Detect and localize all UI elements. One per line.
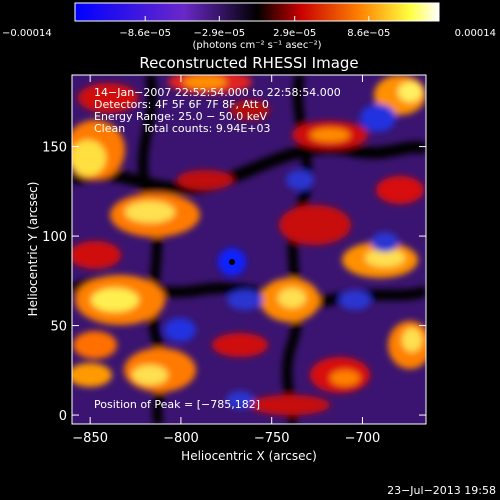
colorbar-tick-label: 2.9e−05 xyxy=(273,28,316,39)
x-axis-ticks: −850 −800 −750 −700 xyxy=(72,75,380,446)
peak-position-label: Position of Peak = [−785,182] xyxy=(94,398,260,411)
y-tick-label: 100 xyxy=(42,230,67,245)
colorbar-tick-label: 8.6e−05 xyxy=(347,28,390,39)
plot-frame xyxy=(71,74,427,425)
y-tick-label: 150 xyxy=(42,141,67,156)
minimum-marker xyxy=(229,259,235,265)
heatmap-image xyxy=(72,75,426,424)
y-axis-label: Heliocentric Y (arcsec) xyxy=(26,182,40,317)
y-axis-ticks: 0 50 100 150 xyxy=(42,141,426,424)
colorbar-tick-labels: −0.00014 −8.6e−05 −2.9e−05 2.9e−05 8.6e−05 0.… xyxy=(2,28,496,39)
info-line-energy: Energy Range: 25.0 − 50.0 keV xyxy=(94,110,268,123)
x-tick-label: −700 xyxy=(345,431,381,446)
colorbar-units: (photons cm⁻² s⁻¹ asec⁻²) xyxy=(192,40,321,51)
info-block: 14−Jan−2007 22:52:54.000 to 22:58:54.000… xyxy=(94,86,341,135)
footer-date: 23−Jul−2013 19:58 xyxy=(387,484,496,497)
colorbar-ticks xyxy=(74,16,440,21)
x-tick-label: −800 xyxy=(163,431,199,446)
colorbar-tick-label: −2.9e−05 xyxy=(194,28,246,39)
colorbar xyxy=(74,2,440,22)
y-tick-label: 50 xyxy=(50,320,67,335)
info-line-time: 14−Jan−2007 22:52:54.000 to 22:58:54.000 xyxy=(94,86,341,99)
colorbar-tick-label: −0.00014 xyxy=(2,28,52,39)
info-line-detectors: Detectors: 4F 5F 6F 7F 8F, Att 0 xyxy=(94,98,269,111)
colorbar-tick-label: 0.00014 xyxy=(455,28,496,39)
chart-title: Reconstructed RHESSI Image xyxy=(139,54,358,72)
x-tick-label: −750 xyxy=(254,431,290,446)
x-tick-label: −850 xyxy=(72,431,108,446)
colorbar-tick-label: −8.6e−05 xyxy=(119,28,171,39)
x-axis-label: Heliocentric X (arcsec) xyxy=(181,449,317,463)
info-line-clean: Clean Total counts: 9.94E+03 xyxy=(94,122,271,135)
y-tick-label: 0 xyxy=(59,409,67,424)
